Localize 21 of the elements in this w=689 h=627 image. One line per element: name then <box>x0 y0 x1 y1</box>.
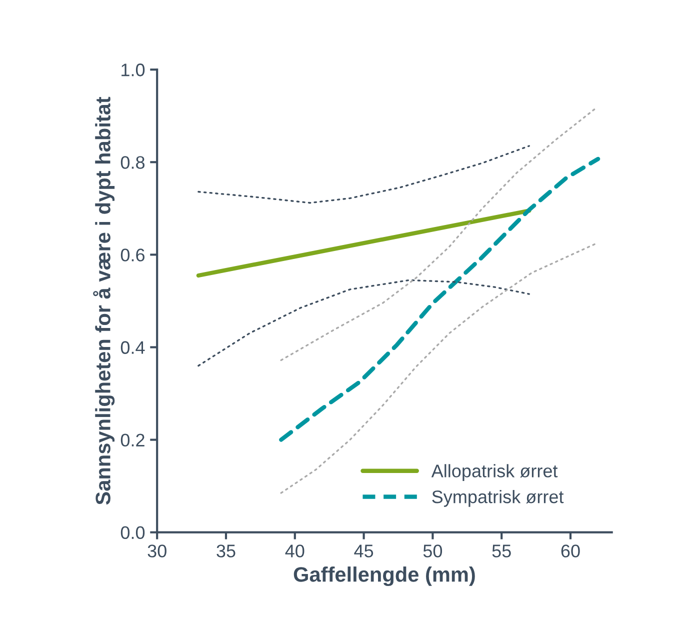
y-tick-label: 0.2 <box>120 434 144 446</box>
x-axis-title: Gaffellengde (mm) <box>294 566 475 586</box>
y-tick-label: 1.0 <box>122 64 145 76</box>
y-tick-label: 0.0 <box>120 526 145 540</box>
x-tick-label: 30 <box>148 544 166 558</box>
line-series <box>198 145 530 204</box>
line-series <box>279 156 600 442</box>
x-tick-label: 40 <box>285 544 304 558</box>
y-tick-label: 0.4 <box>120 341 145 354</box>
legend-label: Allopatrisk ørret <box>431 464 558 481</box>
y-axis-title: Sannsynligheten for å være i dypt habitat <box>93 96 115 505</box>
line-series <box>198 279 530 367</box>
x-tick-label: 50 <box>423 544 442 558</box>
x-tick-label: 55 <box>492 544 511 558</box>
x-tick-label: 45 <box>354 544 374 558</box>
y-tick-label: 0.6 <box>120 248 144 262</box>
y-tick-label: 0.8 <box>120 156 145 169</box>
x-tick-label: 60 <box>561 544 580 558</box>
legend-label: Sympatrisk ørret <box>432 490 564 507</box>
x-tick-label: 35 <box>216 544 236 558</box>
line-series <box>280 106 598 362</box>
